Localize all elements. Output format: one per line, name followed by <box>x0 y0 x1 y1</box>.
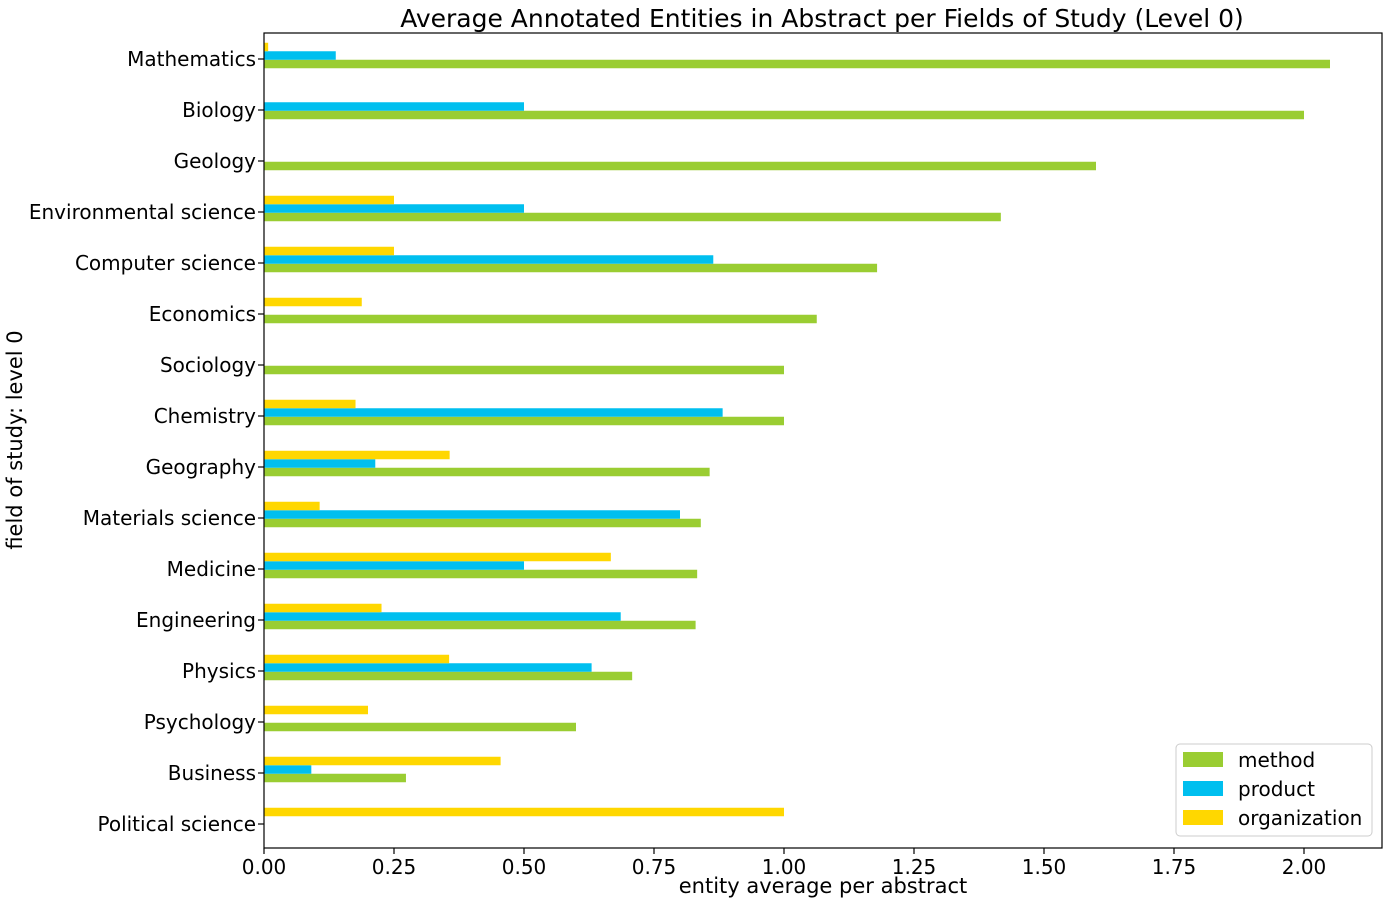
y-tick-label-economics: Economics <box>149 302 256 326</box>
y-tick-label-chemistry: Chemistry <box>154 404 256 428</box>
bar-method-physics <box>264 671 633 681</box>
bar-method-mathematics <box>264 59 1330 69</box>
bar-product-mathematics <box>264 51 336 60</box>
legend-swatch-method <box>1183 752 1223 767</box>
y-axis-ticks: Mathematics Biology Geology Environmental s… <box>29 47 264 836</box>
bar-method-engineering <box>264 620 696 630</box>
bar-organization-business <box>264 756 501 766</box>
bar-method-chemistry <box>264 416 784 426</box>
bar-organization-computer-science <box>264 246 394 256</box>
bar-product-engineering <box>264 612 621 621</box>
chart-title: Average Annotated Entities in Abstract p… <box>400 4 1244 33</box>
y-tick-label-environmental-science: Environmental science <box>29 200 256 224</box>
y-tick-label-medicine: Medicine <box>167 557 256 581</box>
bar-organization-mathematics <box>264 42 269 52</box>
bar-organization-geography <box>264 450 450 460</box>
bar-organization-physics <box>264 654 450 664</box>
y-tick-label-physics: Physics <box>182 659 256 683</box>
bar-product-chemistry <box>264 408 723 417</box>
x-tick-label: 0.00 <box>242 855 287 879</box>
x-axis-ticks: 0.00 0.25 0.50 0.75 1.00 1.25 1.50 1.75 2.00 <box>242 848 1327 879</box>
legend-frame <box>1175 743 1373 837</box>
legend-label-method: method <box>1238 748 1315 772</box>
bar-method-materials-science <box>264 518 701 528</box>
bars-group <box>264 42 1330 817</box>
bar-organization-chemistry <box>264 399 356 409</box>
y-tick-label-psychology: Psychology <box>144 710 256 734</box>
bar-organization-economics <box>264 297 362 307</box>
bar-method-biology <box>264 110 1304 120</box>
y-tick-label-mathematics: Mathematics <box>127 47 256 71</box>
y-tick-label-geology: Geology <box>174 149 257 173</box>
legend: method product organization <box>1175 743 1373 837</box>
plot-frame <box>263 32 1383 849</box>
y-axis-label: field of study: level 0 <box>3 330 27 549</box>
bar-product-materials-science <box>264 510 680 519</box>
bar-product-environmental-science <box>264 204 524 213</box>
bar-organization-psychology <box>264 705 368 715</box>
y-tick-label-sociology: Sociology <box>160 353 256 377</box>
legend-label-product: product <box>1238 777 1315 801</box>
x-tick-label: 1.25 <box>892 855 937 879</box>
bar-method-geography <box>264 467 710 477</box>
bar-method-psychology <box>264 722 576 732</box>
bar-method-environmental-science <box>264 212 1001 222</box>
bar-product-computer-science <box>264 255 714 264</box>
x-tick-label: 1.50 <box>1022 855 1067 879</box>
y-tick-label-materials-science: Materials science <box>83 506 256 530</box>
y-tick-label-geography: Geography <box>146 455 257 479</box>
y-tick-label-engineering: Engineering <box>136 608 256 632</box>
bar-method-business <box>264 773 406 783</box>
x-tick-label: 2.00 <box>1282 855 1327 879</box>
bar-organization-medicine <box>264 552 611 562</box>
bar-product-business <box>264 765 312 774</box>
bar-method-medicine <box>264 569 698 579</box>
bar-product-geography <box>264 459 376 468</box>
bar-organization-political-science <box>264 807 784 817</box>
y-tick-label-biology: Biology <box>182 98 256 122</box>
x-tick-label: 0.25 <box>372 855 417 879</box>
bar-product-physics <box>264 663 592 672</box>
x-tick-label: 0.75 <box>632 855 677 879</box>
bar-organization-environmental-science <box>264 195 394 205</box>
legend-label-organization: organization <box>1238 806 1362 830</box>
bar-method-geology <box>264 161 1096 171</box>
x-tick-label: 1.00 <box>762 855 807 879</box>
legend-swatch-product <box>1183 781 1223 796</box>
y-tick-label-business: Business <box>168 761 256 785</box>
y-tick-label-political-science: Political science <box>97 812 256 836</box>
x-tick-label: 0.50 <box>502 855 547 879</box>
x-tick-label: 1.75 <box>1152 855 1197 879</box>
bar-method-sociology <box>264 365 784 375</box>
x-axis-label: entity average per abstract <box>679 874 968 898</box>
y-tick-label-computer-science: Computer science <box>75 251 256 275</box>
bar-product-biology <box>264 102 524 111</box>
bar-method-computer-science <box>264 263 878 273</box>
bar-organization-engineering <box>264 603 382 613</box>
bar-method-economics <box>264 314 817 324</box>
legend-swatch-organization <box>1183 810 1223 825</box>
bar-organization-materials-science <box>264 501 320 511</box>
bar-product-medicine <box>264 561 524 570</box>
